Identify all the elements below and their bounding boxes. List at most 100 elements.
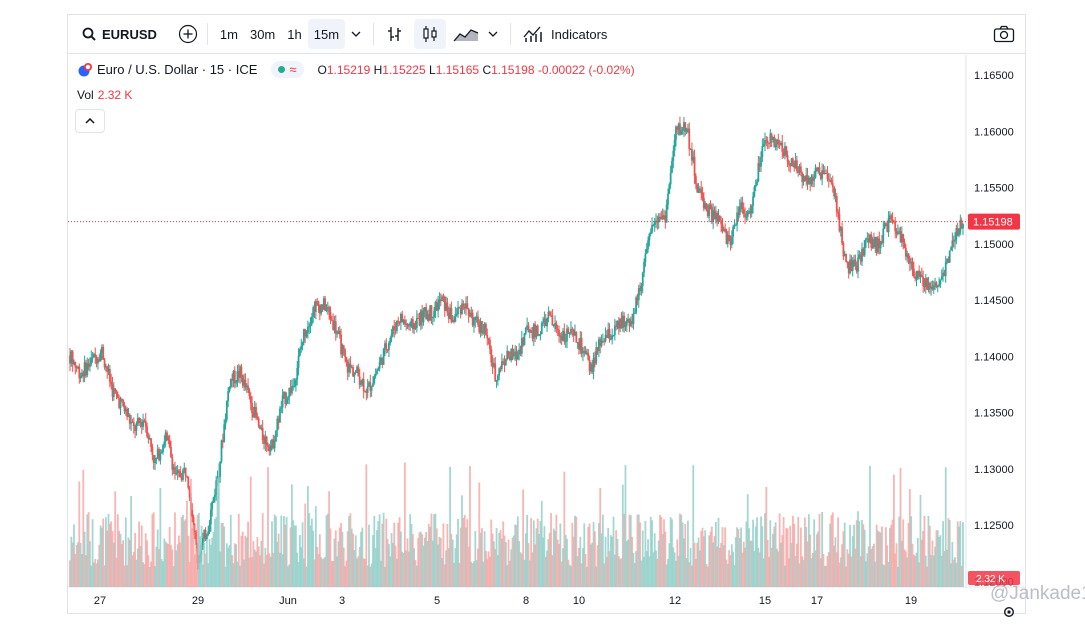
candle-body — [834, 195, 837, 197]
volume-bar — [955, 562, 958, 587]
volume-bar — [154, 565, 156, 587]
candle-body — [123, 405, 126, 412]
candle-body — [736, 212, 738, 225]
volume-bar — [361, 527, 364, 587]
candle-body — [365, 390, 368, 393]
volume-bar — [321, 559, 324, 587]
volume-bar — [552, 528, 555, 587]
candle-body — [524, 327, 527, 334]
volume-bar — [70, 536, 73, 587]
candle-body — [341, 345, 344, 355]
candle-body — [851, 260, 854, 271]
candle-body — [823, 172, 826, 174]
volume-bar — [568, 564, 571, 587]
candle-body — [725, 231, 728, 244]
volume-bar — [160, 559, 163, 587]
candle-body — [421, 310, 424, 323]
eu-flag-icon — [78, 62, 92, 76]
candle-body — [706, 210, 709, 217]
candle-body — [495, 380, 498, 382]
candle-body — [143, 420, 146, 422]
area-style-button[interactable] — [450, 19, 482, 49]
volume-bar — [838, 562, 841, 587]
timeframe-1m[interactable]: 1m — [219, 26, 238, 42]
collapse-legend-button[interactable] — [75, 109, 105, 133]
volume-bar — [75, 544, 78, 587]
timeframe-15m[interactable]: 15m — [307, 19, 346, 49]
volume-bar — [498, 532, 501, 587]
timeframe-menu-button[interactable] — [345, 19, 367, 49]
candle-body — [135, 423, 138, 431]
candle-body — [539, 334, 542, 336]
candle-body — [930, 286, 933, 289]
candle-body — [620, 318, 623, 329]
volume-bar — [785, 528, 788, 587]
volume-bar — [423, 537, 426, 587]
candle-body — [556, 329, 559, 331]
timeframe-30m[interactable]: 30m — [249, 26, 276, 42]
volume-bar — [368, 524, 370, 587]
candle-body — [531, 332, 534, 339]
volume-bar — [538, 534, 540, 587]
volume-bar — [673, 552, 676, 587]
volume-bar — [198, 512, 200, 587]
volume-bar — [455, 534, 458, 587]
high-value: 1.15225 — [382, 62, 426, 77]
screenshot-button[interactable] — [989, 19, 1019, 49]
volume-bar — [398, 517, 401, 587]
volume-bar — [701, 527, 704, 587]
candle-body — [523, 333, 526, 346]
add-symbol-button[interactable] — [175, 19, 201, 49]
chart-style-menu-button[interactable] — [482, 19, 504, 49]
volume-bar — [717, 517, 720, 587]
candle-style-button[interactable] — [414, 19, 447, 49]
candle-body — [627, 319, 630, 321]
volume-bar — [789, 525, 792, 587]
volume-bar — [550, 513, 552, 587]
candle-body — [192, 516, 195, 531]
volume-bar — [453, 562, 455, 587]
volume-bar — [487, 551, 490, 587]
volume-bar — [595, 566, 598, 587]
volume-bar — [803, 517, 806, 587]
volume-bar — [269, 556, 272, 587]
volume-bar — [447, 548, 450, 587]
candle-body — [469, 315, 471, 317]
volume-tag — [968, 571, 1020, 585]
candle-body — [89, 364, 91, 368]
toolbar-divider — [510, 23, 512, 45]
candle-body — [441, 296, 443, 302]
candle-body — [564, 341, 567, 343]
volume-bar — [502, 521, 505, 587]
price-chart[interactable]: 1.16500 1.16000 1.15500 1.15000 1.14500 1.140… — [68, 15, 1025, 613]
symbol-search-button[interactable]: EURUSD — [78, 19, 161, 49]
volume-bar — [532, 520, 535, 587]
volume-bar — [926, 566, 929, 587]
candle-body — [277, 418, 280, 423]
candle-body — [285, 399, 288, 404]
volume-bar — [629, 515, 632, 587]
volume-bar — [687, 520, 689, 587]
volume-bar — [429, 526, 432, 587]
candle-body — [493, 363, 495, 367]
candle-body — [894, 221, 897, 232]
volume-bar — [380, 560, 382, 587]
candle-body — [843, 253, 846, 257]
volume-bar — [283, 515, 285, 587]
gear-icon[interactable] — [1002, 605, 1016, 619]
volume-bar — [186, 500, 188, 587]
market-status-badge[interactable]: ≈ — [271, 61, 304, 78]
candle-body — [297, 355, 300, 368]
timeframe-1h[interactable]: 1h — [287, 26, 302, 42]
candle-body — [683, 122, 685, 130]
volume-bar — [178, 535, 180, 587]
bar-style-button[interactable] — [380, 19, 410, 49]
candle-body — [918, 270, 921, 277]
candle-body — [87, 363, 90, 368]
candle-body — [827, 179, 830, 181]
candle-body — [264, 436, 267, 444]
volume-bar — [692, 465, 695, 587]
volume-bar — [130, 495, 133, 587]
volume-bar — [171, 549, 174, 587]
indicators-button[interactable]: Indicators — [517, 19, 613, 49]
